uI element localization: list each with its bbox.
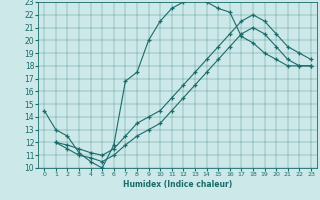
X-axis label: Humidex (Indice chaleur): Humidex (Indice chaleur) <box>123 180 232 189</box>
